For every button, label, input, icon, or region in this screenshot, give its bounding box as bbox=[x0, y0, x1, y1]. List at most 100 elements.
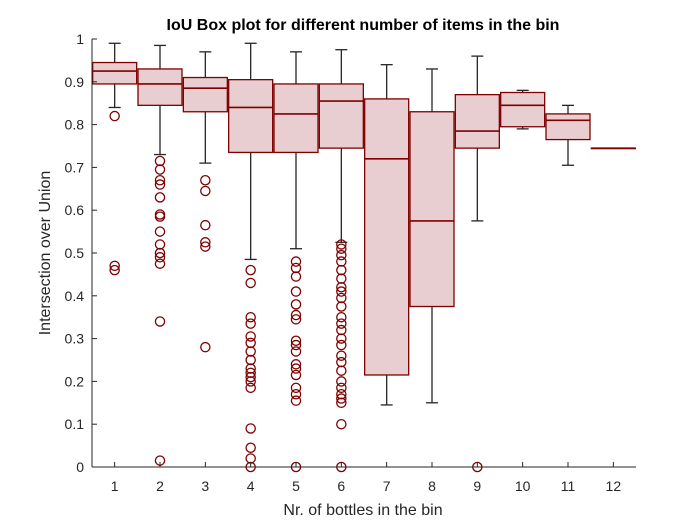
box-group-3 bbox=[182, 51, 228, 164]
outlier-point bbox=[154, 247, 166, 259]
x-tick-label: 4 bbox=[247, 478, 255, 494]
y-tick-label: 0.4 bbox=[65, 288, 85, 304]
y-tick-label: 1 bbox=[76, 31, 84, 47]
chart-title: IoU Box plot for different number of ite… bbox=[167, 17, 560, 34]
outlier-point bbox=[245, 346, 256, 357]
outlier-point bbox=[336, 256, 347, 267]
outlier-point bbox=[336, 356, 347, 368]
y-tick-label: 0.8 bbox=[65, 117, 85, 133]
y-tick-label: 0.9 bbox=[65, 74, 85, 90]
outlier-point bbox=[336, 339, 347, 351]
outlier-point bbox=[245, 376, 256, 387]
outlier-point bbox=[336, 393, 347, 404]
outlier-point bbox=[154, 316, 166, 327]
box-rect bbox=[318, 83, 364, 149]
outlier-point bbox=[154, 179, 166, 190]
outlier-point bbox=[200, 341, 211, 353]
outlier-point bbox=[336, 350, 347, 361]
y-tick-label: 0.6 bbox=[65, 202, 85, 218]
outlier-point bbox=[336, 273, 347, 284]
box-group-8 bbox=[409, 68, 455, 404]
outlier-point bbox=[336, 286, 347, 297]
outlier-point bbox=[154, 239, 166, 250]
outlier-point bbox=[290, 388, 302, 400]
x-tick-label: 2 bbox=[156, 478, 164, 494]
outlier-point bbox=[200, 241, 211, 252]
outlier-point bbox=[336, 249, 347, 261]
box-rect bbox=[454, 93, 500, 149]
box-group-1 bbox=[92, 42, 138, 109]
x-tick-label: 10 bbox=[515, 478, 531, 494]
box-group-7 bbox=[364, 64, 410, 406]
outliers-layer bbox=[109, 110, 483, 473]
outlier-point bbox=[290, 382, 302, 394]
outlier-point bbox=[336, 292, 347, 304]
x-tick-label: 6 bbox=[337, 478, 345, 494]
box-rect bbox=[364, 98, 410, 376]
outlier-point bbox=[336, 382, 347, 394]
outlier-point bbox=[336, 324, 347, 336]
outlier-point bbox=[154, 209, 166, 220]
outlier-point bbox=[336, 418, 347, 430]
outlier-point bbox=[245, 318, 256, 329]
outlier-point bbox=[245, 311, 256, 323]
box-group-4 bbox=[228, 42, 274, 261]
outlier-point bbox=[290, 309, 302, 321]
outlier-point bbox=[154, 155, 166, 167]
box-rect bbox=[182, 76, 228, 113]
outlier-point bbox=[109, 110, 120, 122]
y-tick-label: 0.2 bbox=[65, 373, 85, 389]
outlier-point bbox=[245, 442, 256, 453]
outlier-point bbox=[154, 211, 166, 222]
box-rect bbox=[92, 61, 138, 85]
box-group-10 bbox=[500, 89, 546, 130]
outlier-point bbox=[290, 262, 302, 274]
outlier-point bbox=[290, 271, 302, 282]
outlier-point bbox=[336, 243, 347, 254]
outlier-point bbox=[290, 363, 302, 374]
outlier-point bbox=[245, 382, 256, 394]
y-tick-label: 0.5 bbox=[65, 245, 85, 261]
y-tick-label: 0.3 bbox=[65, 331, 85, 347]
outlier-point bbox=[290, 339, 302, 351]
outlier-point bbox=[336, 318, 347, 329]
outlier-point bbox=[290, 346, 302, 357]
outlier-point bbox=[336, 264, 347, 276]
outlier-point bbox=[154, 192, 166, 203]
y-tick-label: 0.1 bbox=[65, 416, 85, 432]
outlier-point bbox=[336, 311, 347, 323]
box-rect bbox=[409, 111, 455, 308]
box-rect bbox=[137, 68, 183, 106]
outlier-point bbox=[290, 369, 302, 381]
outlier-point bbox=[154, 164, 166, 175]
x-tick-label: 3 bbox=[201, 478, 209, 494]
outlier-point bbox=[245, 277, 256, 289]
outlier-point bbox=[245, 423, 256, 434]
box-group-2 bbox=[137, 44, 183, 156]
outlier-point bbox=[336, 376, 347, 387]
x-axis-label: Nr. of bottles in the bin bbox=[283, 502, 442, 519]
outlier-point bbox=[245, 331, 256, 342]
box-group-9 bbox=[454, 55, 500, 222]
box-group-11 bbox=[545, 104, 591, 166]
x-tick-label: 9 bbox=[473, 478, 481, 494]
outlier-point bbox=[154, 226, 166, 237]
outlier-point bbox=[154, 252, 166, 263]
x-tick-label: 8 bbox=[428, 478, 436, 494]
box-rect bbox=[228, 79, 274, 154]
outlier-point bbox=[290, 335, 302, 346]
x-tick-label: 12 bbox=[606, 478, 622, 494]
box-group-5 bbox=[273, 51, 319, 250]
outlier-point bbox=[200, 237, 211, 248]
box-rect bbox=[273, 83, 319, 154]
outlier-point bbox=[290, 256, 302, 267]
box-rect bbox=[500, 91, 546, 128]
outlier-point bbox=[245, 264, 256, 276]
outlier-point bbox=[245, 337, 256, 349]
boxes-layer bbox=[92, 42, 636, 406]
outlier-point bbox=[290, 359, 302, 370]
outlier-point bbox=[290, 286, 302, 297]
y-tick-label: 0 bbox=[76, 459, 84, 475]
outlier-point bbox=[154, 174, 166, 186]
